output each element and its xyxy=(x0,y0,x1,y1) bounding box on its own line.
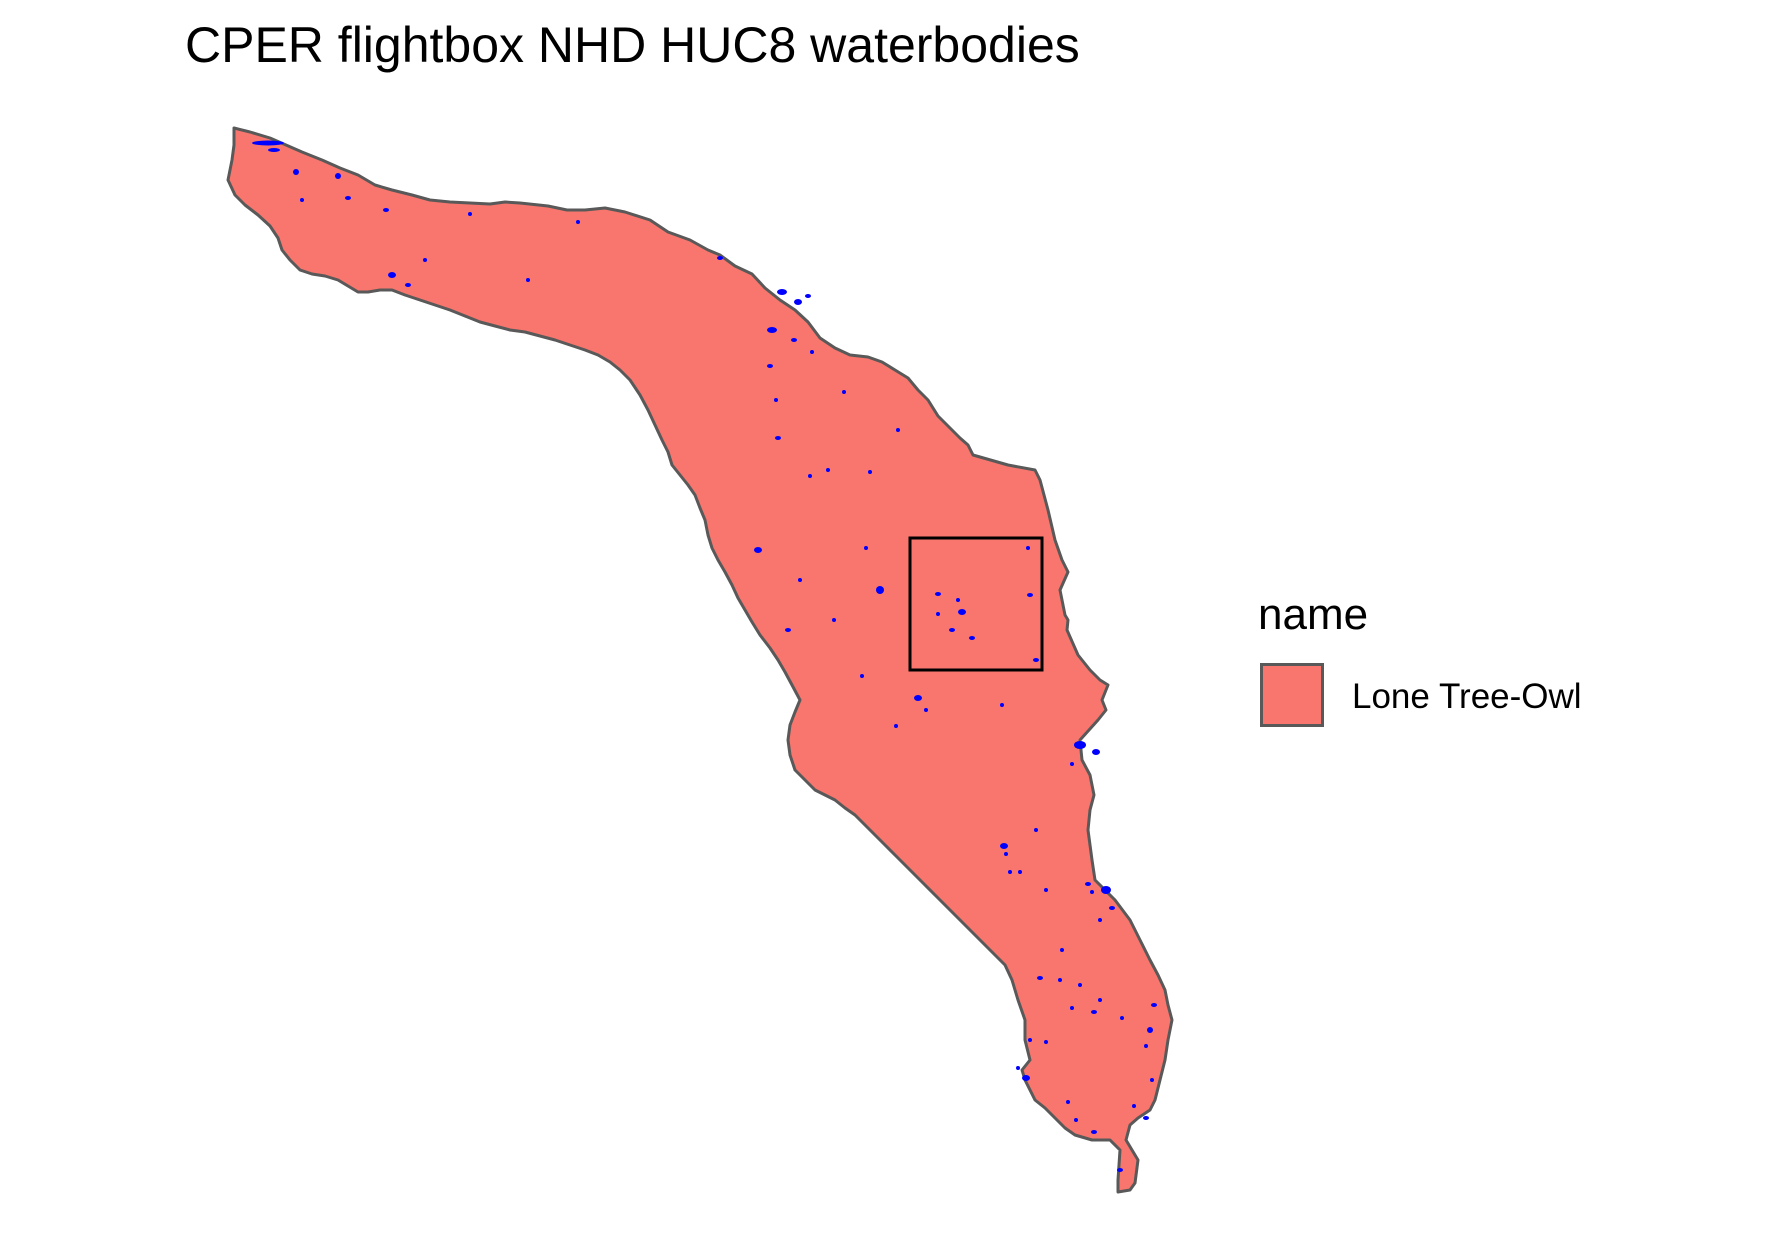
waterbody xyxy=(335,173,341,179)
waterbody xyxy=(1070,1006,1074,1010)
waterbody xyxy=(1058,978,1062,982)
waterbody xyxy=(1008,870,1012,874)
waterbody xyxy=(1066,1100,1070,1104)
waterbody xyxy=(896,428,900,432)
waterbody xyxy=(1044,1040,1048,1044)
waterbodies-layer xyxy=(252,140,1157,1172)
waterbody xyxy=(1022,1075,1030,1081)
waterbody xyxy=(958,609,966,615)
waterbody xyxy=(1101,886,1111,894)
waterbody xyxy=(1085,882,1091,886)
waterbody xyxy=(1078,983,1082,987)
waterbody xyxy=(791,338,797,342)
flightbox-rectangle xyxy=(908,536,1044,672)
waterbody xyxy=(717,256,723,260)
waterbody xyxy=(1092,749,1100,755)
waterbody xyxy=(842,390,846,394)
waterbody xyxy=(1151,1003,1157,1007)
waterbody xyxy=(1147,1027,1153,1033)
waterbody xyxy=(767,327,777,333)
waterbody xyxy=(1090,890,1094,894)
waterbody xyxy=(935,592,941,596)
waterbody xyxy=(1034,828,1038,832)
waterbody xyxy=(774,398,778,402)
waterbody xyxy=(914,695,922,701)
waterbody xyxy=(864,546,868,550)
waterbody xyxy=(876,586,884,594)
waterbody xyxy=(775,436,781,440)
waterbody xyxy=(1098,918,1102,922)
waterbody xyxy=(949,628,955,632)
waterbody xyxy=(1070,762,1074,766)
waterbody xyxy=(1004,852,1008,856)
waterbody xyxy=(1120,1016,1124,1020)
waterbody xyxy=(1018,870,1022,874)
waterbody xyxy=(1044,888,1048,892)
waterbody xyxy=(1117,1168,1123,1172)
waterbody xyxy=(1037,976,1043,980)
legend-title: name xyxy=(1258,590,1369,639)
waterbody xyxy=(969,636,975,640)
waterbody xyxy=(1132,1104,1136,1108)
waterbody xyxy=(810,350,814,354)
waterbody xyxy=(805,294,811,298)
waterbody xyxy=(754,547,762,553)
waterbody xyxy=(423,258,427,262)
waterbody xyxy=(1144,1044,1148,1048)
waterbody xyxy=(468,212,472,216)
waterbody xyxy=(894,724,898,728)
waterbody xyxy=(268,148,280,152)
waterbody xyxy=(293,169,299,175)
waterbody xyxy=(1026,546,1030,550)
waterbody xyxy=(1091,1130,1097,1134)
waterbody xyxy=(1091,1010,1097,1014)
waterbody xyxy=(767,364,773,368)
legend-key-swatch xyxy=(1260,663,1324,727)
waterbody xyxy=(252,140,284,146)
waterbody xyxy=(526,278,530,282)
waterbody xyxy=(1028,1038,1032,1042)
waterbody xyxy=(956,598,960,602)
waterbody xyxy=(1033,658,1039,662)
waterbody xyxy=(1000,843,1008,849)
waterbody xyxy=(868,470,872,474)
waterbody xyxy=(1000,703,1004,707)
waterbody xyxy=(405,283,411,287)
watershed-polygon xyxy=(226,126,1174,1194)
waterbody xyxy=(383,208,389,212)
waterbody xyxy=(1074,741,1086,749)
waterbody xyxy=(1098,998,1102,1002)
waterbody xyxy=(785,628,791,632)
waterbody xyxy=(808,474,812,478)
waterbody xyxy=(1150,1078,1154,1082)
waterbody xyxy=(826,468,830,472)
waterbody xyxy=(1074,1118,1078,1122)
waterbody xyxy=(1060,948,1064,952)
legend-item-label: Lone Tree-Owl xyxy=(1352,677,1582,716)
waterbody xyxy=(794,299,802,305)
waterbody xyxy=(1143,1116,1149,1120)
waterbody xyxy=(936,612,940,616)
waterbody xyxy=(576,220,580,224)
waterbody xyxy=(388,272,396,278)
waterbody xyxy=(300,198,304,202)
waterbody xyxy=(1109,906,1115,910)
waterbody xyxy=(832,618,836,622)
map-title: CPER flightbox NHD HUC8 waterbodies xyxy=(185,17,1080,73)
waterbody xyxy=(798,578,802,582)
waterbody xyxy=(777,289,787,295)
waterbody xyxy=(1027,593,1033,597)
waterbody xyxy=(860,674,864,678)
waterbody xyxy=(924,708,928,712)
waterbody xyxy=(1016,1066,1020,1070)
waterbody xyxy=(345,196,351,200)
